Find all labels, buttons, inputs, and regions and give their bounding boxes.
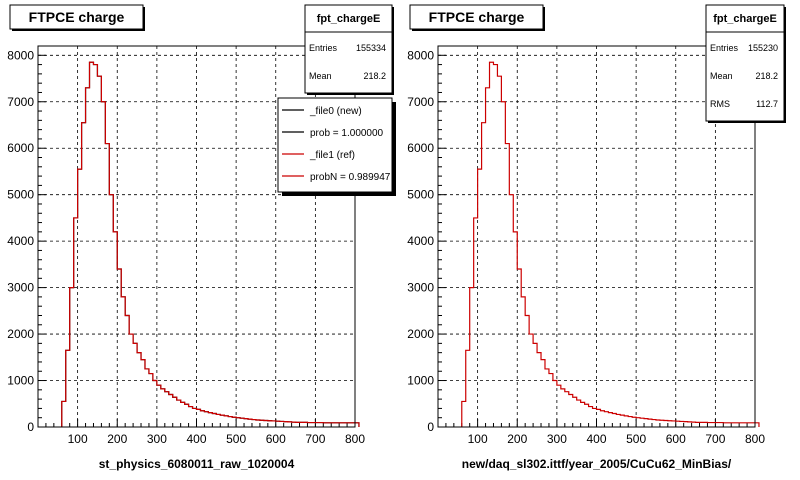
stats-title: fpt_chargeE <box>713 13 777 25</box>
stats-row-value: 155230 <box>748 43 778 53</box>
x-tick-label: 200 <box>507 432 527 446</box>
y-tick-label: 0 <box>427 420 434 434</box>
y-tick-label: 1000 <box>407 374 434 388</box>
stats-row-value: 112.7 <box>756 99 778 109</box>
x-tick-label: 800 <box>745 432 765 446</box>
x-tick-label: 700 <box>705 432 725 446</box>
y-tick-label: 2000 <box>7 327 34 341</box>
x-axis-label: st_physics_6080011_raw_1020004 <box>99 457 295 471</box>
histogram-chart-left: 100 200 300 400 500 600 700 8000100020003000400… <box>7 4 396 471</box>
x-tick-label: 200 <box>107 432 127 446</box>
stats-row-value: 218.2 <box>755 71 778 81</box>
title-box <box>9 4 144 30</box>
stats-box <box>705 4 785 122</box>
x-tick-label: 500 <box>226 432 246 446</box>
legend-entry-label: _file0 (new) <box>309 106 362 117</box>
y-tick-label: 1000 <box>7 374 34 388</box>
y-tick-label: 3000 <box>7 281 34 295</box>
legend-entry-label: probN = 0.989947 <box>310 172 391 183</box>
x-tick-label: 600 <box>266 432 286 446</box>
stats-row-label: Entries <box>309 43 338 53</box>
y-tick-label: 8000 <box>407 48 434 62</box>
stats-row-label: Mean <box>710 71 733 81</box>
stats-row-value: 155334 <box>356 43 386 53</box>
chart-title: FTPCE charge <box>29 9 125 25</box>
y-tick-label: 7000 <box>7 95 34 109</box>
histogram-pad-left: 100 200 300 400 500 600 700 800 0 1000 2000 3000 400… <box>7 4 396 471</box>
y-tick-label: 4000 <box>7 234 34 248</box>
stats-title: fpt_chargeE <box>317 13 381 25</box>
x-tick-label: 100 <box>68 432 88 446</box>
y-tick-label: 2000 <box>407 327 434 341</box>
stats-row-label: RMS <box>710 99 730 109</box>
y-tick-label: 4000 <box>407 234 434 248</box>
x-tick-label: 400 <box>586 432 606 446</box>
histogram-series-1 <box>61 61 360 427</box>
stats-row-label: Mean <box>309 71 332 81</box>
chart-title: FTPCE charge <box>429 9 525 25</box>
stats-row-label: Entries <box>710 43 739 53</box>
title-box <box>409 4 544 30</box>
y-tick-label: 3000 <box>407 281 434 295</box>
y-tick-label: 7000 <box>407 95 434 109</box>
legend-entry-label: _file1 (ref) <box>309 150 355 161</box>
y-tick-label: 5000 <box>407 188 434 202</box>
y-tick-label: 0 <box>27 420 34 434</box>
x-tick-label: 100 <box>468 432 488 446</box>
legend-entry-label: prob = 1.000000 <box>310 128 384 139</box>
x-tick-label: 400 <box>186 432 206 446</box>
x-tick-label: 600 <box>666 432 686 446</box>
grid-lines <box>438 46 755 427</box>
plot-frame-border <box>37 45 356 428</box>
x-tick-label: 700 <box>305 432 325 446</box>
x-axis-label: new/daq_sl302.ittf/year_2005/CuCu62_MinB… <box>462 457 732 471</box>
y-tick-label: 5000 <box>7 188 34 202</box>
histogram-chart-right: 100 200 300 400 500 600 700 8000100020003000400… <box>407 4 786 471</box>
histogram-pad-right: 100 200 300 400 500 600 700 800 0 1000 2000 3000 400… <box>400 0 800 480</box>
x-tick-label: 800 <box>345 432 365 446</box>
legend: _file0 (new) prob = 1.000000 _file1 (ref) p… <box>277 97 396 196</box>
stats-box <box>304 4 393 94</box>
y-tick-label: 6000 <box>407 141 434 155</box>
y-tick-label: 6000 <box>7 141 34 155</box>
histogram-series-0 <box>461 61 760 427</box>
y-tick-label: 8000 <box>7 48 34 62</box>
x-tick-label: 300 <box>147 432 167 446</box>
plot-frame-border <box>437 45 756 428</box>
stats-row-value: 218.2 <box>363 71 386 81</box>
plot-frame <box>437 45 756 428</box>
x-tick-label: 300 <box>547 432 567 446</box>
x-tick-label: 500 <box>626 432 646 446</box>
